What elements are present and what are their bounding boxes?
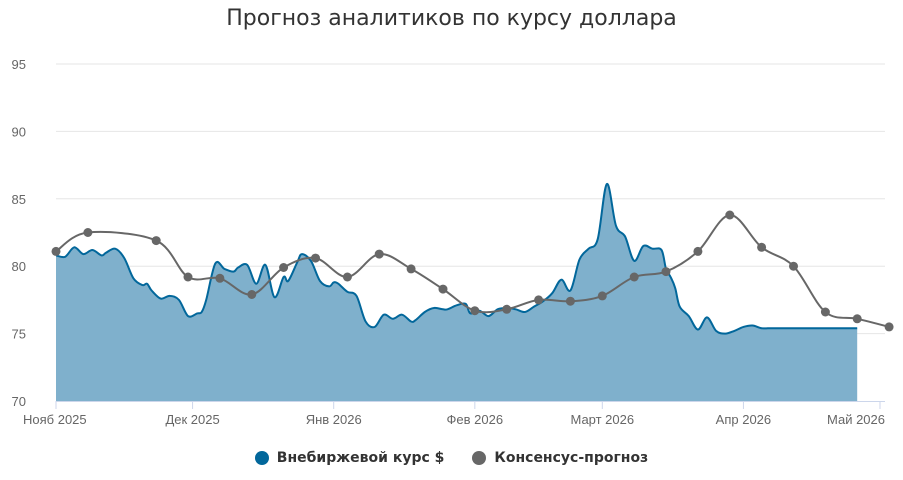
y-axis: 70 75 80 85 90 95 (12, 57, 26, 409)
x-tick-label: Дек 2025 (165, 412, 219, 427)
legend-label: Внебиржевой курс $ (276, 450, 445, 466)
data-point[interactable] (183, 272, 193, 282)
legend-item-series-1[interactable]: Консенсус-прогноз (472, 450, 648, 466)
data-point[interactable] (597, 291, 607, 301)
y-tick-label: 95 (12, 57, 26, 72)
data-point[interactable] (374, 249, 384, 259)
chart-title: Прогноз аналитиков по курсу доллара (226, 6, 677, 31)
x-tick-label: Апр 2026 (716, 412, 771, 427)
data-point[interactable] (820, 307, 830, 317)
x-tick-label: Фев 2026 (447, 412, 504, 427)
data-point[interactable] (438, 284, 448, 294)
legend-label: Консенсус-прогноз (494, 450, 649, 466)
data-point[interactable] (51, 246, 61, 256)
data-point[interactable] (789, 261, 798, 271)
series-line-group[interactable] (51, 210, 894, 332)
y-tick-label: 75 (12, 327, 26, 342)
chart-canvas: 70 75 80 85 90 95 Нояб 2025 Дек 2025 Янв 2026 Фе… (12, 57, 894, 427)
data-point[interactable] (502, 304, 512, 314)
data-point[interactable] (565, 296, 575, 306)
legend-marker-icon (472, 451, 487, 465)
data-point[interactable] (83, 228, 93, 237)
legend-marker-icon (254, 451, 269, 465)
y-tick-label: 85 (12, 192, 26, 207)
legend: Внебиржевой курс $ Консенсус-прогноз (0, 450, 903, 466)
data-point[interactable] (693, 246, 703, 256)
y-tick-label: 90 (12, 124, 26, 139)
series-area-group[interactable] (55, 182, 858, 401)
series-line-0[interactable] (55, 182, 858, 335)
data-point[interactable] (884, 322, 894, 332)
data-point[interactable] (534, 295, 544, 305)
x-axis: Нояб 2025 Дек 2025 Янв 2026 Фев 2026 Март 20… (23, 401, 885, 427)
y-tick-label: 80 (12, 259, 26, 274)
data-point[interactable] (725, 210, 735, 220)
x-tick-label: Май 2026 (827, 412, 885, 427)
legend-item-series-0[interactable]: Внебиржевой курс $ (254, 450, 445, 466)
x-tick-label: Янв 2026 (306, 412, 362, 427)
data-point[interactable] (151, 236, 161, 246)
data-point[interactable] (279, 263, 289, 272)
data-point[interactable] (311, 253, 320, 263)
data-point[interactable] (406, 264, 416, 274)
area-fill-series-0[interactable] (56, 183, 858, 401)
data-point[interactable] (629, 272, 639, 282)
y-tick-label: 70 (12, 394, 26, 409)
data-point[interactable] (661, 267, 671, 277)
x-tick-label: Нояб 2025 (23, 412, 87, 427)
data-point[interactable] (247, 290, 257, 299)
data-point[interactable] (470, 306, 480, 316)
data-point[interactable] (215, 273, 225, 283)
grid-lines (56, 63, 885, 335)
data-point[interactable] (852, 314, 862, 324)
data-point[interactable] (757, 242, 767, 252)
data-point[interactable] (342, 272, 352, 282)
x-tick-label: Март 2026 (570, 412, 634, 427)
